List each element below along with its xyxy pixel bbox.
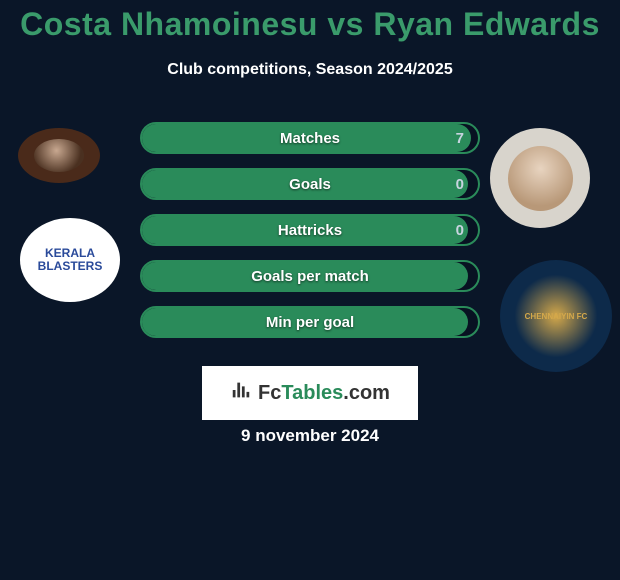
stat-bar: Goals0 (140, 168, 480, 200)
subtitle: Club competitions, Season 2024/2025 (0, 61, 620, 79)
chart-icon (230, 379, 252, 407)
player-left-avatar (18, 128, 100, 183)
logo-text: FcTables.com (258, 382, 390, 405)
club-left-crest: KERALA BLASTERS (20, 218, 120, 302)
stats-list: Matches7Goals0Hattricks0Goals per matchM… (140, 122, 480, 352)
date-label: 9 november 2024 (0, 426, 620, 446)
player-right-avatar (490, 128, 590, 228)
stat-value: 0 (456, 170, 464, 198)
chennaiyin-fc-icon: CHENNAIYIN FC (511, 271, 601, 361)
stat-bar: Matches7 (140, 122, 480, 154)
kerala-blasters-icon: KERALA BLASTERS (30, 226, 110, 293)
stat-value: 7 (456, 124, 464, 152)
player-portrait-icon (508, 146, 573, 211)
stat-value: 0 (456, 216, 464, 244)
fctables-logo: FcTables.com (202, 366, 418, 420)
page-title: Costa Nhamoinesu vs Ryan Edwards (0, 0, 620, 43)
stat-label: Min per goal (142, 308, 478, 336)
player-portrait-icon (34, 139, 83, 172)
stat-label: Hattricks (142, 216, 478, 244)
stat-label: Matches (142, 124, 478, 152)
stat-label: Goals (142, 170, 478, 198)
club-right-crest: CHENNAIYIN FC (500, 260, 612, 372)
stat-bar: Goals per match (140, 260, 480, 292)
stat-bar: Hattricks0 (140, 214, 480, 246)
stat-bar: Min per goal (140, 306, 480, 338)
stat-label: Goals per match (142, 262, 478, 290)
